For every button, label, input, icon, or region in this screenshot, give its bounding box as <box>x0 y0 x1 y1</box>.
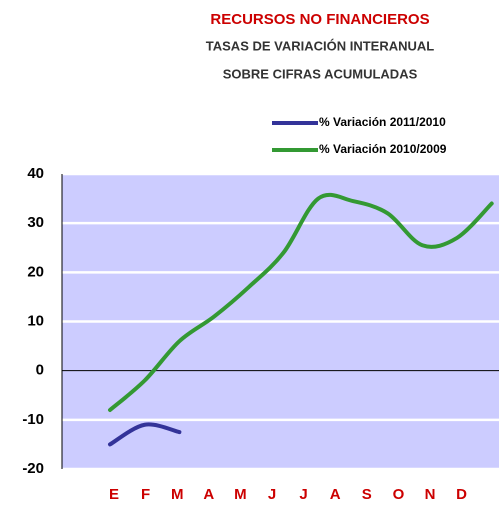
x-tick-label: E <box>109 486 119 503</box>
chart-subtitle: SOBRE CIFRAS ACUMULADAS <box>223 66 418 81</box>
y-tick-label: 40 <box>27 165 44 182</box>
series-line <box>108 192 494 412</box>
x-tick-label: O <box>393 486 405 503</box>
y-tick-label: 20 <box>27 263 44 280</box>
x-tick-label: S <box>362 486 372 503</box>
x-tick-label: M <box>171 486 184 503</box>
x-tick-label: M <box>234 486 247 503</box>
legend-label: % Variación 2011/2010 <box>319 115 446 129</box>
x-tick-label: A <box>330 486 341 503</box>
y-tick-label: 30 <box>27 214 44 231</box>
x-tick-label: J <box>268 486 276 503</box>
y-tick-label: 10 <box>27 312 44 329</box>
x-tick-label: F <box>141 486 150 503</box>
y-tick-label: -10 <box>22 411 44 428</box>
chart-title: RECURSOS NO FINANCIEROS <box>210 11 429 28</box>
series-line <box>108 422 182 447</box>
x-tick-label: D <box>456 486 467 503</box>
chart-subtitle: TASAS DE VARIACIÓN INTERANUAL <box>206 38 435 53</box>
legend-label: % Variación 2010/2009 <box>319 142 447 156</box>
y-tick-label: 0 <box>36 362 44 379</box>
x-tick-label: J <box>299 486 307 503</box>
x-tick-label: A <box>203 486 214 503</box>
y-tick-label: -20 <box>22 460 44 477</box>
x-tick-label: N <box>425 486 436 503</box>
